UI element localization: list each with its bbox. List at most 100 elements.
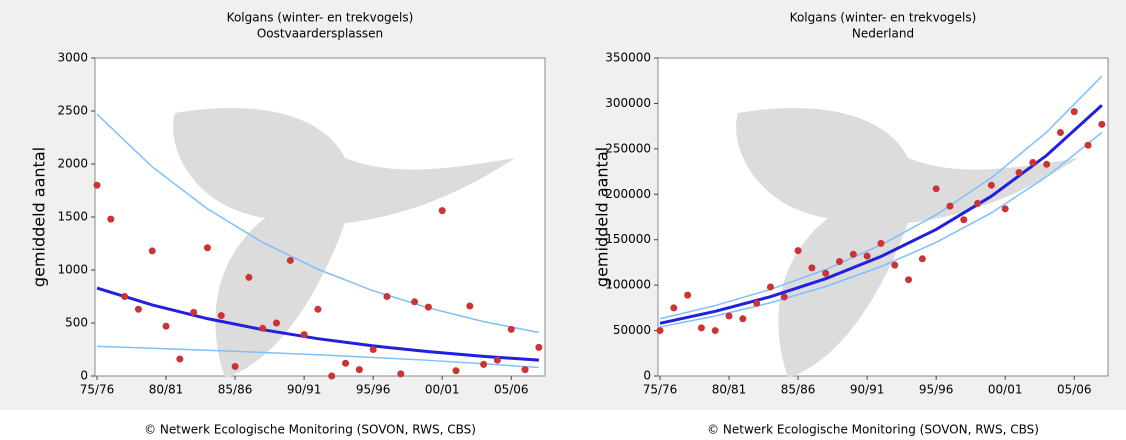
y-tick-label: 300000 bbox=[605, 96, 651, 110]
data-point bbox=[905, 276, 913, 284]
x-tick-label: 80/81 bbox=[712, 383, 747, 397]
x-tick-label: 80/81 bbox=[149, 383, 184, 397]
y-axis-label: gemiddeld aantal bbox=[30, 147, 49, 287]
chart-title: Kolgans (winter- en trekvogels) bbox=[790, 11, 977, 25]
y-tick-label: 250000 bbox=[605, 141, 651, 155]
y-tick-label: 3000 bbox=[57, 51, 88, 65]
data-point bbox=[190, 308, 198, 316]
data-point bbox=[1029, 158, 1037, 166]
data-point bbox=[725, 312, 733, 320]
data-point bbox=[397, 370, 405, 378]
data-point bbox=[134, 305, 142, 313]
chart-subtitle: Oostvaardersplassen bbox=[257, 27, 383, 41]
x-tick-label: 05/06 bbox=[494, 383, 529, 397]
data-point bbox=[148, 247, 156, 255]
data-point bbox=[452, 367, 460, 375]
data-point bbox=[1084, 141, 1092, 149]
data-point bbox=[1043, 160, 1051, 168]
data-point bbox=[493, 356, 501, 364]
data-point bbox=[960, 216, 968, 224]
data-point bbox=[849, 250, 857, 258]
data-point bbox=[438, 207, 446, 215]
data-point bbox=[107, 215, 115, 223]
data-point bbox=[369, 346, 377, 353]
data-point bbox=[314, 305, 322, 313]
trend-line bbox=[96, 286, 539, 362]
x-tick-label: 95/96 bbox=[356, 383, 391, 397]
y-tick-label: 2000 bbox=[57, 157, 88, 171]
y-tick-label: 200000 bbox=[605, 187, 651, 201]
data-point bbox=[203, 244, 211, 252]
data-point bbox=[176, 355, 184, 363]
x-tick-label: 75/76 bbox=[643, 383, 678, 397]
data-point bbox=[1070, 108, 1078, 116]
x-tick-label: 95/96 bbox=[919, 383, 954, 397]
source-note: © Netwerk Ecologische Monitoring (SOVON,… bbox=[144, 423, 476, 437]
data-point bbox=[342, 359, 350, 367]
x-tick-label: 85/86 bbox=[781, 383, 816, 397]
y-tick-label: 0 bbox=[643, 369, 651, 383]
y-tick-label: 100000 bbox=[605, 278, 651, 292]
data-point bbox=[1015, 168, 1023, 176]
trend-line bbox=[96, 113, 540, 334]
chart: Kolgans (winter- en trekvogels) Nederland… bbox=[563, 0, 1126, 437]
data-point bbox=[780, 293, 788, 301]
data-point bbox=[93, 181, 101, 189]
data-point bbox=[121, 293, 129, 300]
data-point bbox=[466, 302, 474, 310]
x-tick-label: 00/01 bbox=[988, 383, 1023, 397]
data-point bbox=[480, 360, 488, 368]
data-point bbox=[1098, 120, 1106, 128]
y-tick-label: 350000 bbox=[605, 51, 651, 65]
y-tick-label: 1500 bbox=[57, 210, 88, 224]
data-point bbox=[286, 256, 294, 264]
data-point bbox=[711, 327, 719, 335]
trend-line bbox=[659, 104, 1103, 325]
data-point bbox=[974, 199, 982, 207]
source-note: © Netwerk Ecologische Monitoring (SOVON,… bbox=[707, 423, 1039, 437]
data-point bbox=[794, 247, 802, 255]
swallow-silhouette bbox=[736, 108, 1078, 378]
data-point bbox=[656, 327, 664, 335]
data-point bbox=[822, 269, 830, 277]
data-point bbox=[383, 293, 391, 300]
data-point bbox=[753, 299, 761, 307]
data-point bbox=[932, 185, 940, 193]
data-point bbox=[670, 304, 678, 312]
data-point bbox=[891, 261, 899, 269]
swallow-silhouette bbox=[173, 108, 515, 378]
trend-line bbox=[96, 345, 539, 369]
data-point bbox=[739, 315, 747, 323]
y-axis-label: gemiddeld aantal bbox=[593, 147, 612, 287]
data-point bbox=[877, 239, 885, 247]
x-tick-label: 90/91 bbox=[850, 383, 885, 397]
data-point bbox=[424, 303, 432, 311]
data-point bbox=[259, 324, 267, 332]
data-point bbox=[355, 366, 363, 374]
data-point bbox=[245, 273, 253, 281]
data-point bbox=[946, 202, 954, 210]
data-point bbox=[863, 252, 871, 260]
data-point bbox=[162, 322, 170, 330]
y-tick-label: 0 bbox=[80, 369, 88, 383]
trend-line bbox=[659, 131, 1103, 328]
data-point bbox=[1056, 129, 1064, 137]
data-point bbox=[521, 366, 529, 374]
y-tick-label: 2500 bbox=[57, 104, 88, 118]
y-tick-label: 50000 bbox=[613, 323, 651, 337]
data-point bbox=[273, 319, 281, 327]
x-tick-label: 90/91 bbox=[287, 383, 322, 397]
data-point bbox=[300, 331, 308, 339]
data-point bbox=[808, 264, 816, 272]
data-point bbox=[507, 325, 515, 333]
x-tick-label: 85/86 bbox=[218, 383, 253, 397]
data-point bbox=[217, 312, 225, 320]
data-point bbox=[684, 291, 692, 299]
data-point bbox=[918, 255, 926, 263]
x-tick-label: 00/01 bbox=[425, 383, 460, 397]
chart-subtitle: Nederland bbox=[852, 27, 914, 41]
chart-title: Kolgans (winter- en trekvogels) bbox=[227, 11, 414, 25]
data-point bbox=[231, 362, 239, 370]
data-point bbox=[411, 298, 419, 306]
